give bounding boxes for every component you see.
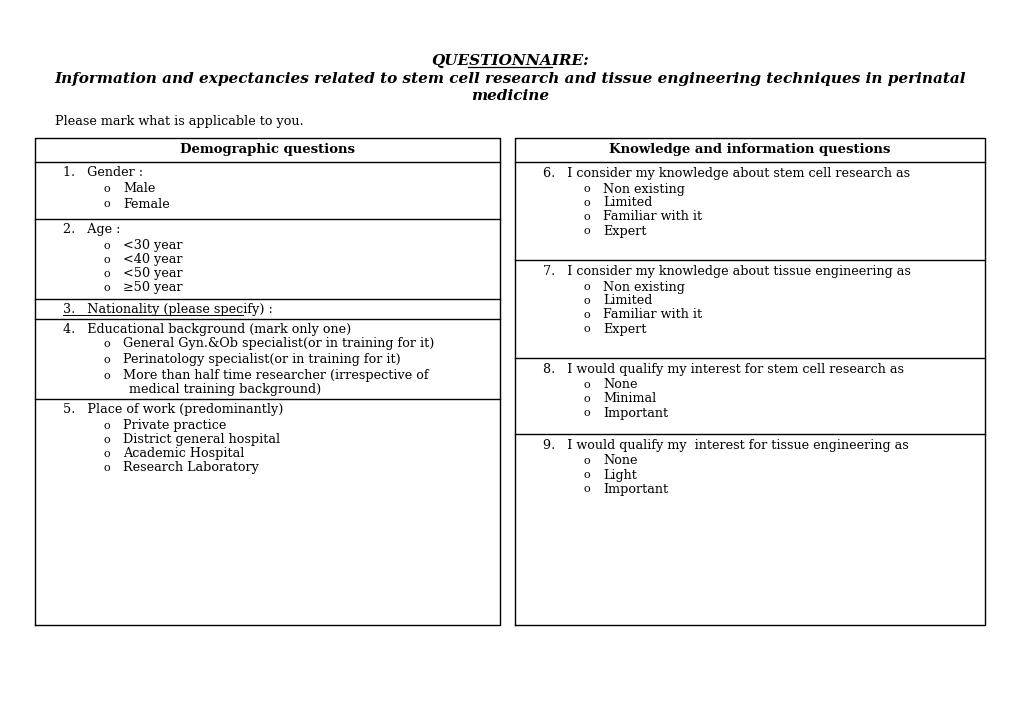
Text: o: o bbox=[104, 283, 110, 293]
Text: <30 year: <30 year bbox=[123, 240, 182, 253]
Text: <40 year: <40 year bbox=[123, 253, 182, 266]
Text: General Gyn.&Ob specialist(or in training for it): General Gyn.&Ob specialist(or in trainin… bbox=[123, 338, 434, 351]
Text: Male: Male bbox=[123, 182, 155, 196]
Text: medical training background): medical training background) bbox=[128, 382, 321, 395]
Text: Knowledge and information questions: Knowledge and information questions bbox=[608, 143, 890, 156]
Text: o: o bbox=[104, 435, 110, 445]
Text: 1.   Gender :: 1. Gender : bbox=[63, 166, 143, 179]
Text: Important: Important bbox=[602, 482, 667, 495]
Text: o: o bbox=[583, 282, 590, 292]
Text: o: o bbox=[583, 198, 590, 208]
Text: More than half time researcher (irrespective of: More than half time researcher (irrespec… bbox=[123, 369, 428, 382]
Text: Information and expectancies related to stem cell research and tissue engineerin: Information and expectancies related to … bbox=[54, 72, 965, 86]
Text: Limited: Limited bbox=[602, 294, 652, 307]
Text: Perinatology specialist(or in training for it): Perinatology specialist(or in training f… bbox=[123, 354, 400, 366]
Text: o: o bbox=[104, 269, 110, 279]
Text: Minimal: Minimal bbox=[602, 392, 655, 405]
Text: Familiar with it: Familiar with it bbox=[602, 210, 701, 223]
Text: o: o bbox=[104, 255, 110, 265]
Text: o: o bbox=[104, 241, 110, 251]
Text: 9.   I would qualify my  interest for tissue engineering as: 9. I would qualify my interest for tissu… bbox=[542, 438, 908, 451]
Text: 3.   Nationality (please specify) :: 3. Nationality (please specify) : bbox=[63, 302, 273, 315]
Text: 7.   I consider my knowledge about tissue engineering as: 7. I consider my knowledge about tissue … bbox=[542, 264, 910, 277]
Text: None: None bbox=[602, 379, 637, 392]
Text: None: None bbox=[602, 454, 637, 467]
Text: o: o bbox=[104, 355, 110, 365]
Text: Expert: Expert bbox=[602, 323, 646, 336]
Text: Non existing: Non existing bbox=[602, 182, 684, 196]
Text: o: o bbox=[583, 226, 590, 236]
Text: o: o bbox=[583, 212, 590, 222]
Text: o: o bbox=[583, 408, 590, 418]
Text: 5.   Place of work (predominantly): 5. Place of work (predominantly) bbox=[63, 403, 283, 416]
Text: o: o bbox=[104, 339, 110, 349]
Text: Non existing: Non existing bbox=[602, 281, 684, 294]
Text: o: o bbox=[104, 199, 110, 209]
Text: o: o bbox=[104, 449, 110, 459]
Text: Familiar with it: Familiar with it bbox=[602, 308, 701, 322]
Text: o: o bbox=[104, 463, 110, 473]
Text: <50 year: <50 year bbox=[123, 268, 182, 281]
Text: o: o bbox=[583, 296, 590, 306]
Text: 8.   I would qualify my interest for stem cell research as: 8. I would qualify my interest for stem … bbox=[542, 362, 903, 376]
Text: QUESTIONNAIRE:: QUESTIONNAIRE: bbox=[431, 54, 588, 68]
Text: o: o bbox=[583, 394, 590, 404]
Text: o: o bbox=[583, 484, 590, 494]
Text: medicine: medicine bbox=[471, 89, 548, 103]
Text: o: o bbox=[104, 421, 110, 431]
Text: District general hospital: District general hospital bbox=[123, 433, 280, 446]
Text: Important: Important bbox=[602, 407, 667, 420]
Text: o: o bbox=[583, 470, 590, 480]
Text: Private practice: Private practice bbox=[123, 420, 226, 433]
Text: o: o bbox=[583, 310, 590, 320]
Text: Academic Hospital: Academic Hospital bbox=[123, 448, 245, 461]
Text: 4.   Educational background (mark only one): 4. Educational background (mark only one… bbox=[63, 323, 351, 336]
Text: o: o bbox=[583, 184, 590, 194]
Text: Research Laboratory: Research Laboratory bbox=[123, 462, 259, 474]
Text: Please mark what is applicable to you.: Please mark what is applicable to you. bbox=[55, 115, 304, 128]
Text: Light: Light bbox=[602, 469, 636, 482]
Text: Demographic questions: Demographic questions bbox=[179, 143, 355, 156]
Text: Expert: Expert bbox=[602, 225, 646, 238]
Text: o: o bbox=[583, 380, 590, 390]
Text: o: o bbox=[583, 324, 590, 334]
Text: o: o bbox=[104, 184, 110, 194]
Text: o: o bbox=[583, 456, 590, 466]
Text: o: o bbox=[104, 371, 110, 381]
Text: 6.   I consider my knowledge about stem cell research as: 6. I consider my knowledge about stem ce… bbox=[542, 166, 909, 179]
Text: 2.   Age :: 2. Age : bbox=[63, 223, 120, 236]
Text: ≥50 year: ≥50 year bbox=[123, 282, 182, 294]
Text: Female: Female bbox=[123, 197, 169, 210]
Text: Limited: Limited bbox=[602, 197, 652, 210]
